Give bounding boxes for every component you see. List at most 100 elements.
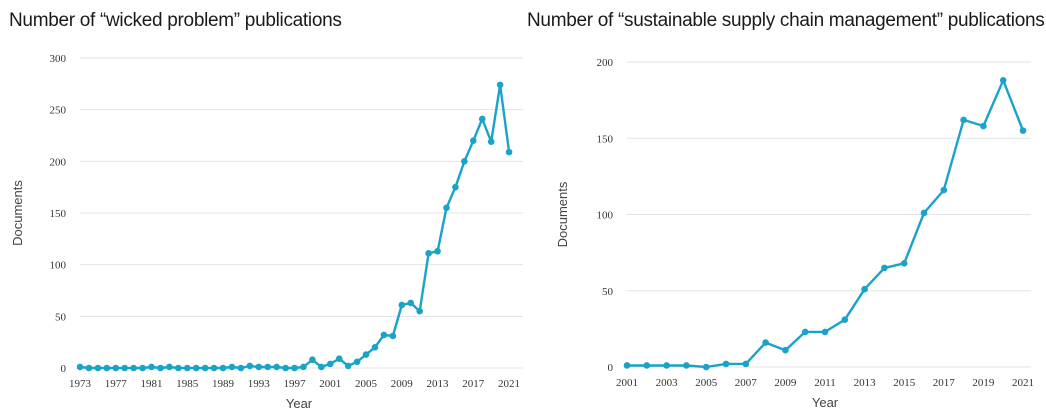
data-point xyxy=(282,364,289,372)
data-point xyxy=(353,358,361,366)
data-point xyxy=(461,158,468,165)
y-tick-label: 300 xyxy=(50,53,67,65)
data-point xyxy=(663,362,670,369)
y-tick-label: 0 xyxy=(608,362,614,374)
x-tick-label: 2005 xyxy=(355,378,378,390)
sscm-chart: Number of “sustainable supply chain mana… xyxy=(523,0,1046,417)
data-point xyxy=(237,364,245,372)
x-tick-label: 1989 xyxy=(212,378,235,390)
y-axis-label: Documents xyxy=(555,181,570,247)
data-point xyxy=(121,364,128,372)
data-point xyxy=(210,364,218,372)
data-point xyxy=(112,364,120,372)
data-point xyxy=(130,364,137,372)
x-tick-label: 2017 xyxy=(933,377,956,389)
y-tick-label: 50 xyxy=(602,286,614,298)
data-point xyxy=(362,351,370,358)
data-point xyxy=(487,138,495,145)
data-point xyxy=(371,344,379,351)
data-point xyxy=(300,363,307,371)
y-tick-label: 0 xyxy=(61,363,67,375)
data-point xyxy=(999,77,1007,84)
data-point xyxy=(389,332,397,340)
x-tick-label: 2021 xyxy=(498,378,520,390)
wicked-problem-chart: Number of “wicked problem” publications … xyxy=(9,10,523,411)
data-point xyxy=(273,363,280,371)
data-point xyxy=(940,186,948,194)
data-point xyxy=(821,328,829,336)
data-point xyxy=(683,362,690,369)
x-axis-label: Year xyxy=(812,395,839,410)
data-point xyxy=(496,81,504,89)
x-tick-label: 2005 xyxy=(695,377,718,389)
y-tick-label: 100 xyxy=(597,210,614,222)
data-point xyxy=(246,362,254,370)
x-tick-label: 1973 xyxy=(69,378,92,390)
x-tick-label: 2003 xyxy=(656,377,679,389)
data-point xyxy=(166,363,173,371)
x-tick-label: 1997 xyxy=(284,378,307,390)
chart-title: Number of “sustainable supply chain mana… xyxy=(527,10,1045,31)
series-line xyxy=(627,79,1025,369)
x-tick-label: 2007 xyxy=(735,377,758,389)
y-tick-label: 200 xyxy=(50,156,67,168)
y-tick-label: 250 xyxy=(50,105,67,117)
x-tick-label: 2021 xyxy=(1012,377,1034,389)
series-line xyxy=(79,83,511,370)
x-tick-label: 2013 xyxy=(854,377,877,389)
data-point xyxy=(264,363,272,371)
data-point xyxy=(148,363,155,371)
data-point xyxy=(960,116,967,124)
y-axis-label: Documents xyxy=(10,180,25,246)
data-point xyxy=(861,285,868,293)
data-point xyxy=(407,299,415,307)
data-point xyxy=(742,360,750,368)
data-point xyxy=(470,137,477,144)
data-point xyxy=(920,209,928,217)
x-tick-label: 2011 xyxy=(814,377,836,389)
data-point xyxy=(643,362,651,369)
sscm-plot: 0 50 100 150 200 2001 2003 2005 2007 2009 2011 2013… xyxy=(555,57,1034,410)
y-tick-label: 200 xyxy=(597,57,614,69)
x-tick-label: 1993 xyxy=(248,378,271,390)
data-point xyxy=(398,301,406,309)
data-point xyxy=(900,260,908,267)
data-point xyxy=(762,339,769,346)
data-point xyxy=(318,363,325,371)
data-point xyxy=(157,364,164,372)
x-tick-label: 2001 xyxy=(319,378,341,390)
data-point xyxy=(326,360,334,368)
data-point xyxy=(980,122,987,130)
data-point xyxy=(1019,127,1027,134)
data-point xyxy=(228,363,236,371)
data-point xyxy=(722,360,730,368)
data-point xyxy=(380,331,388,339)
data-point xyxy=(103,364,111,372)
y-tick-label: 50 xyxy=(55,311,67,323)
data-point xyxy=(255,363,263,371)
data-point xyxy=(183,364,191,372)
data-point xyxy=(94,364,102,372)
y-tick-label: 100 xyxy=(50,260,67,272)
data-point xyxy=(335,355,343,363)
data-point xyxy=(85,364,93,372)
data-point xyxy=(801,328,809,336)
data-point xyxy=(416,307,423,315)
data-point xyxy=(434,247,441,255)
x-axis-label: Year xyxy=(286,396,313,411)
data-point xyxy=(881,264,888,272)
x-tick-label: 1977 xyxy=(105,378,128,390)
data-point xyxy=(175,364,182,372)
data-point xyxy=(309,356,316,364)
x-tick-label: 1985 xyxy=(176,378,199,390)
data-point xyxy=(139,364,146,372)
x-tick-label: 1981 xyxy=(141,378,163,390)
data-point xyxy=(192,364,200,372)
data-point xyxy=(201,364,209,372)
x-tick-label: 2015 xyxy=(893,377,916,389)
x-tick-label: 2009 xyxy=(774,377,797,389)
chart-title: Number of “wicked problem” publications xyxy=(9,10,342,31)
y-tick-label: 150 xyxy=(597,133,614,145)
data-point xyxy=(344,362,352,370)
data-point xyxy=(478,115,486,123)
